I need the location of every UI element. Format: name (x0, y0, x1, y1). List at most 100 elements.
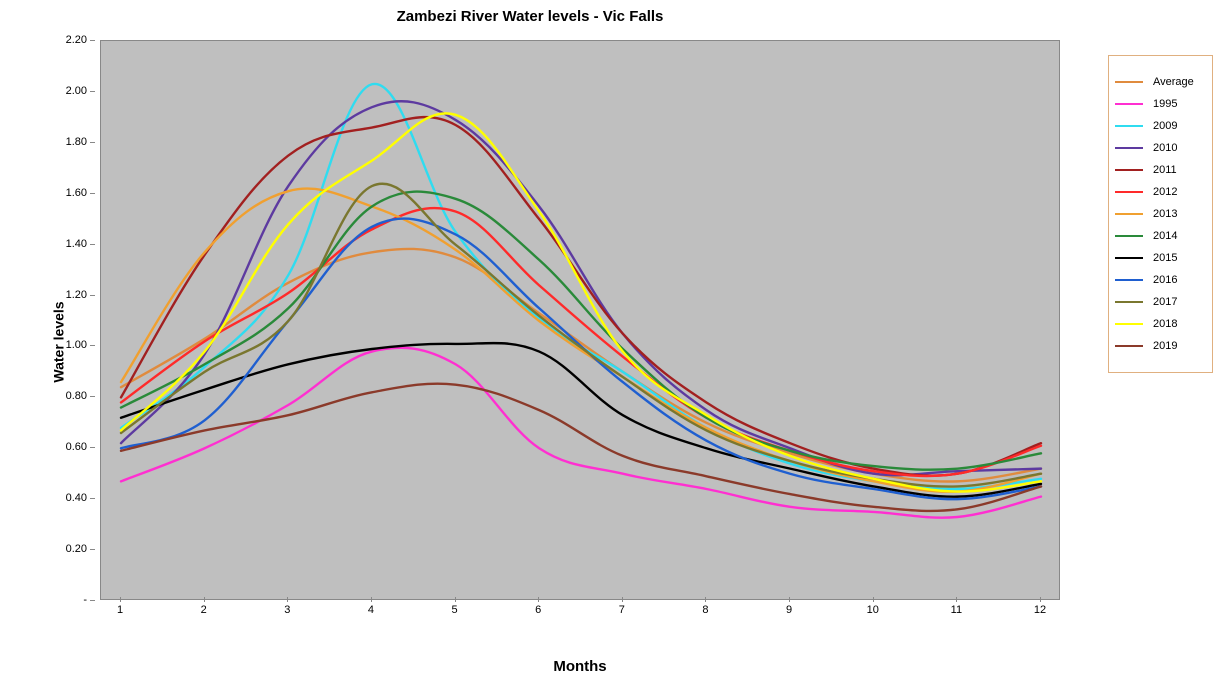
x-tick-label: 10 (867, 604, 879, 616)
legend-swatch (1115, 81, 1143, 84)
legend-swatch (1115, 213, 1143, 216)
x-tick-mark (287, 597, 288, 602)
y-tick-mark (90, 295, 95, 296)
x-tick-label: 7 (619, 604, 625, 616)
legend-item: 2018 (1115, 318, 1206, 330)
legend-label: 2018 (1153, 318, 1177, 330)
x-tick-mark (371, 597, 372, 602)
legend-label: 2015 (1153, 252, 1177, 264)
y-tick-mark (90, 193, 95, 194)
y-tick-label: 1.00 (47, 339, 87, 351)
series-line (121, 84, 1041, 489)
x-tick-mark (873, 597, 874, 602)
x-tick-label: 2 (201, 604, 207, 616)
y-tick-mark (90, 40, 95, 41)
legend-swatch (1115, 257, 1143, 260)
y-tick-mark (90, 498, 95, 499)
legend-label: 2009 (1153, 120, 1177, 132)
x-tick-mark (120, 597, 121, 602)
series-line (121, 189, 1041, 492)
y-tick-mark (90, 396, 95, 397)
x-tick-label: 12 (1034, 604, 1046, 616)
x-axis-ticks: 123456789101112 (100, 602, 1060, 622)
y-tick-label: 0.80 (47, 390, 87, 402)
x-tick-label: 6 (535, 604, 541, 616)
x-tick-mark (204, 597, 205, 602)
x-tick-mark (705, 597, 706, 602)
legend-label: 2013 (1153, 208, 1177, 220)
legend-item: 2010 (1115, 142, 1206, 154)
y-tick-label: 0.60 (47, 441, 87, 453)
series-line (121, 184, 1041, 487)
x-tick-mark (1040, 597, 1041, 602)
x-tick-label: 3 (284, 604, 290, 616)
legend-swatch (1115, 323, 1143, 326)
legend-swatch (1115, 169, 1143, 172)
y-tick-mark (90, 142, 95, 143)
legend-item: 2012 (1115, 186, 1206, 198)
legend-item: 2009 (1115, 120, 1206, 132)
line-chart-svg (101, 41, 1061, 601)
x-tick-mark (956, 597, 957, 602)
legend-item: 2015 (1115, 252, 1206, 264)
y-tick-mark (90, 549, 95, 550)
x-tick-label: 9 (786, 604, 792, 616)
legend-item: 2014 (1115, 230, 1206, 242)
legend-label: 2011 (1153, 164, 1177, 176)
legend-swatch (1115, 147, 1143, 150)
legend-label: 2012 (1153, 186, 1177, 198)
legend-swatch (1115, 191, 1143, 194)
y-tick-mark (90, 600, 95, 601)
plot-area (100, 40, 1060, 600)
legend-label: 2019 (1153, 340, 1177, 352)
series-line (121, 219, 1041, 500)
y-tick-label: 2.00 (47, 85, 87, 97)
series-line (121, 101, 1041, 475)
series-line (121, 192, 1041, 470)
legend-label: Average (1153, 76, 1194, 88)
legend-swatch (1115, 301, 1143, 304)
legend-item: 2019 (1115, 340, 1206, 352)
x-tick-mark (622, 597, 623, 602)
y-tick-label: 1.20 (47, 289, 87, 301)
x-tick-mark (455, 597, 456, 602)
legend-label: 2010 (1153, 142, 1177, 154)
legend-item: 2013 (1115, 208, 1206, 220)
legend-label: 1995 (1153, 98, 1177, 110)
legend-label: 2017 (1153, 296, 1177, 308)
y-tick-label: 0.20 (47, 543, 87, 555)
legend-item: 2016 (1115, 274, 1206, 286)
legend-swatch (1115, 103, 1143, 106)
legend-item: 2011 (1115, 164, 1206, 176)
legend: Average 1995 2009 2010 2011 2012 2013 2014 2015 2… (1108, 55, 1213, 373)
x-tick-label: 11 (951, 604, 962, 616)
legend-swatch (1115, 279, 1143, 282)
x-tick-mark (538, 597, 539, 602)
x-tick-label: 4 (368, 604, 374, 616)
legend-swatch (1115, 125, 1143, 128)
legend-item: 1995 (1115, 98, 1206, 110)
y-tick-label: 1.60 (47, 187, 87, 199)
chart-title: Zambezi River Water levels - Vic Falls (0, 8, 1060, 25)
x-tick-mark (789, 597, 790, 602)
y-axis-ticks: -0.200.400.600.801.001.201.401.601.802.0… (50, 40, 95, 600)
y-tick-mark (90, 91, 95, 92)
legend-swatch (1115, 345, 1143, 348)
y-tick-label: 1.40 (47, 238, 87, 250)
x-tick-label: 8 (702, 604, 708, 616)
y-tick-label: - (47, 594, 87, 606)
y-tick-label: 1.80 (47, 136, 87, 148)
x-tick-label: 1 (117, 604, 123, 616)
y-tick-mark (90, 447, 95, 448)
y-tick-label: 0.40 (47, 492, 87, 504)
legend-swatch (1115, 235, 1143, 238)
y-tick-mark (90, 345, 95, 346)
y-tick-label: 2.20 (47, 34, 87, 46)
x-axis-label: Months (100, 658, 1060, 675)
legend-label: 2016 (1153, 274, 1177, 286)
x-tick-label: 5 (451, 604, 457, 616)
legend-label: 2014 (1153, 230, 1177, 242)
chart-container: Zambezi River Water levels - Vic Falls W… (0, 0, 1223, 683)
legend-item: Average (1115, 76, 1206, 88)
y-tick-mark (90, 244, 95, 245)
